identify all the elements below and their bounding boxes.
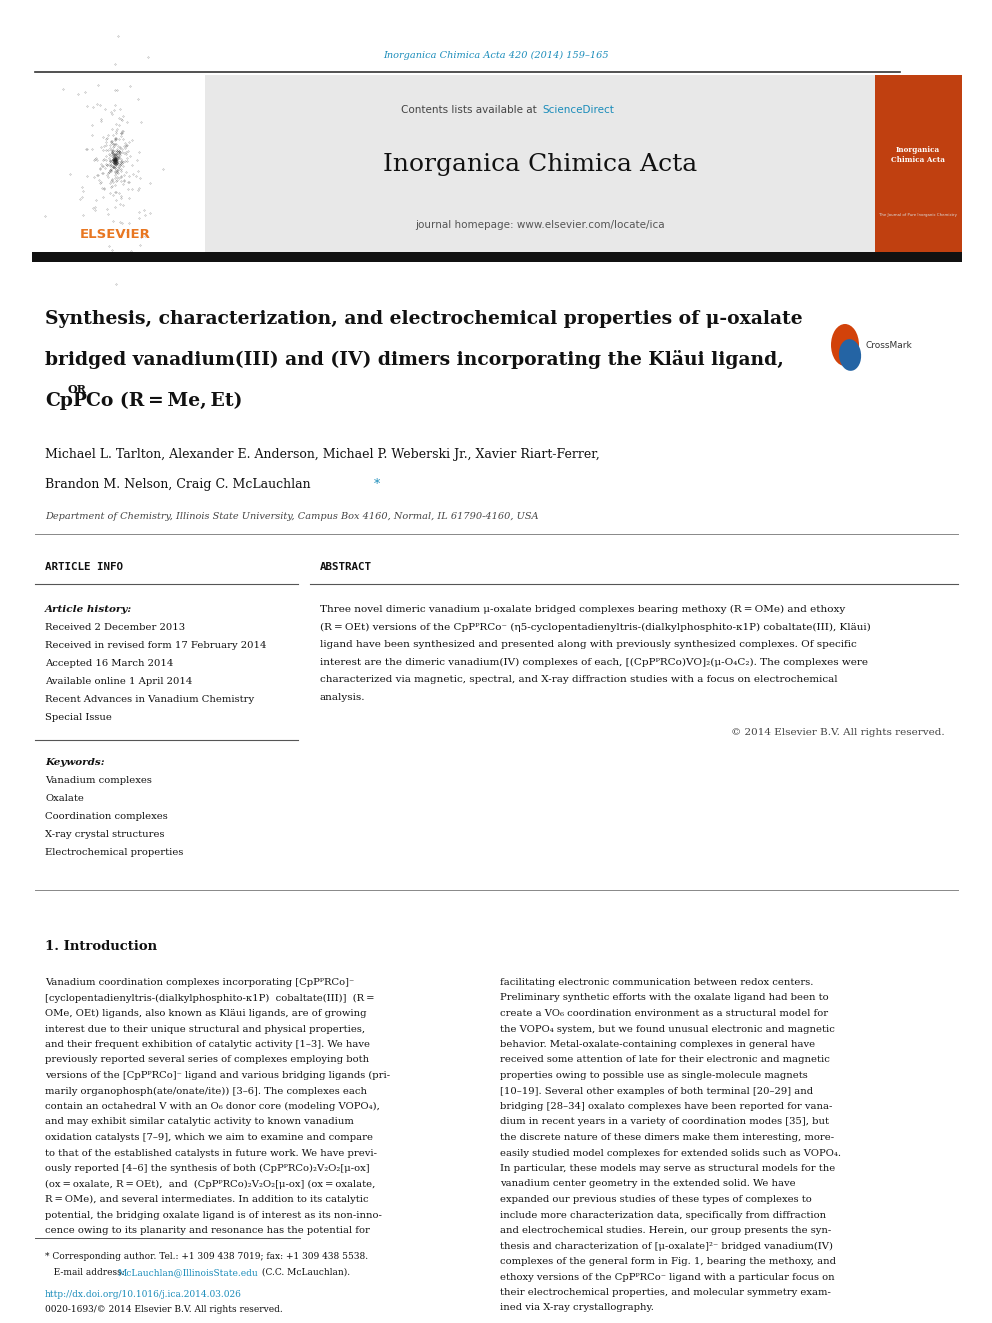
Text: Accepted 16 March 2014: Accepted 16 March 2014 (45, 659, 174, 668)
Text: ELSEVIER: ELSEVIER (79, 229, 151, 242)
Text: Michael L. Tarlton, Alexander E. Anderson, Michael P. Weberski Jr., Xavier Riart: Michael L. Tarlton, Alexander E. Anderso… (45, 448, 600, 460)
Text: interest due to their unique structural and physical properties,: interest due to their unique structural … (45, 1024, 365, 1033)
Text: Coordination complexes: Coordination complexes (45, 812, 168, 822)
Text: thesis and characterization of [μ-oxalate]²⁻ bridged vanadium(IV): thesis and characterization of [μ-oxalat… (500, 1241, 833, 1250)
Text: the VOPO₄ system, but we found unusual electronic and magnetic: the VOPO₄ system, but we found unusual e… (500, 1024, 835, 1033)
Text: ligand have been synthesized and presented along with previously synthesized com: ligand have been synthesized and present… (320, 640, 857, 650)
Text: bridged vanadium(III) and (IV) dimers incorporating the Kläui ligand,: bridged vanadium(III) and (IV) dimers in… (45, 351, 784, 369)
Text: * Corresponding author. Tel.: +1 309 438 7019; fax: +1 309 438 5538.: * Corresponding author. Tel.: +1 309 438… (45, 1252, 368, 1261)
Text: ethoxy versions of the CpPᴾRCo⁻ ligand with a particular focus on: ethoxy versions of the CpPᴾRCo⁻ ligand w… (500, 1273, 834, 1282)
Text: the discrete nature of these dimers make them interesting, more-: the discrete nature of these dimers make… (500, 1132, 834, 1142)
Text: previously reported several series of complexes employing both: previously reported several series of co… (45, 1056, 369, 1065)
Text: Vanadium complexes: Vanadium complexes (45, 777, 152, 785)
Text: create a VO₆ coordination environment as a structural model for: create a VO₆ coordination environment as… (500, 1009, 828, 1017)
Text: dium in recent years in a variety of coordination modes [35], but: dium in recent years in a variety of coo… (500, 1118, 829, 1126)
Text: Inorganica Chimica Acta: Inorganica Chimica Acta (383, 153, 697, 176)
Text: © 2014 Elsevier B.V. All rights reserved.: © 2014 Elsevier B.V. All rights reserved… (731, 728, 945, 737)
Text: include more characterization data, specifically from diffraction: include more characterization data, spec… (500, 1211, 826, 1220)
Text: Vanadium coordination complexes incorporating [CpPᴾRCo]⁻: Vanadium coordination complexes incorpor… (45, 978, 354, 987)
Text: versions of the [CpPᴾRCo]⁻ ligand and various bridging ligands (pri-: versions of the [CpPᴾRCo]⁻ ligand and va… (45, 1072, 390, 1080)
Text: Synthesis, characterization, and electrochemical properties of μ-oxalate: Synthesis, characterization, and electro… (45, 310, 803, 328)
Text: Special Issue: Special Issue (45, 713, 112, 722)
Text: (ox = oxalate, R = OEt),  and  (CpPᴾRCo)₂V₂O₂[μ-ox] (ox = oxalate,: (ox = oxalate, R = OEt), and (CpPᴾRCo)₂V… (45, 1180, 375, 1188)
Text: Co (R = Me, Et): Co (R = Me, Et) (86, 392, 242, 410)
Text: http://dx.doi.org/10.1016/j.ica.2014.03.026: http://dx.doi.org/10.1016/j.ica.2014.03.… (45, 1290, 242, 1299)
Text: McLauchlan@IllinoisState.edu: McLauchlan@IllinoisState.edu (117, 1267, 258, 1277)
Ellipse shape (831, 324, 859, 366)
Text: CpP: CpP (45, 392, 87, 410)
Text: *: * (370, 478, 380, 491)
Text: R = OMe), and several intermediates. In addition to its catalytic: R = OMe), and several intermediates. In … (45, 1195, 369, 1204)
Text: bridging [28–34] oxalato complexes have been reported for vana-: bridging [28–34] oxalato complexes have … (500, 1102, 832, 1111)
Text: Available online 1 April 2014: Available online 1 April 2014 (45, 677, 192, 687)
Text: E-mail address:: E-mail address: (45, 1267, 128, 1277)
Text: X-ray crystal structures: X-ray crystal structures (45, 830, 165, 839)
Text: Recent Advances in Vanadium Chemistry: Recent Advances in Vanadium Chemistry (45, 695, 254, 704)
Text: their electrochemical properties, and molecular symmetry exam-: their electrochemical properties, and mo… (500, 1289, 831, 1297)
Ellipse shape (839, 339, 861, 370)
Text: easily studied model complexes for extended solids such as VOPO₄.: easily studied model complexes for exten… (500, 1148, 841, 1158)
Text: Electrochemical properties: Electrochemical properties (45, 848, 184, 857)
Text: vanadium center geometry in the extended solid. We have: vanadium center geometry in the extended… (500, 1180, 796, 1188)
Text: Inorganica Chimica Acta 420 (2014) 159–165: Inorganica Chimica Acta 420 (2014) 159–1… (383, 50, 609, 60)
Text: Oxalate: Oxalate (45, 794, 84, 803)
Text: received some attention of late for their electronic and magnetic: received some attention of late for thei… (500, 1056, 830, 1065)
Text: Preliminary synthetic efforts with the oxalate ligand had been to: Preliminary synthetic efforts with the o… (500, 994, 828, 1003)
Bar (32, 251, 962, 262)
Text: The Journal of Pure Inorganic Chemistry: The Journal of Pure Inorganic Chemistry (879, 213, 957, 217)
Text: complexes of the general form in Fig. 1, bearing the methoxy, and: complexes of the general form in Fig. 1,… (500, 1257, 836, 1266)
Text: properties owing to possible use as single-molecule magnets: properties owing to possible use as sing… (500, 1072, 807, 1080)
Text: Contents lists available at: Contents lists available at (401, 105, 540, 115)
Text: (R = OEt) versions of the CpPᴾRCo⁻ (η5-cyclopentadienyltris-(dialkylphosphito-κ1: (R = OEt) versions of the CpPᴾRCo⁻ (η5-c… (320, 623, 871, 631)
Text: [cyclopentadienyltris-(dialkylphosphito-κ1P)  cobaltate(III)]  (R =: [cyclopentadienyltris-(dialkylphosphito-… (45, 994, 375, 1003)
Text: ScienceDirect: ScienceDirect (542, 105, 614, 115)
Text: potential, the bridging oxalate ligand is of interest as its non-inno-: potential, the bridging oxalate ligand i… (45, 1211, 382, 1220)
Bar (32, 75, 202, 261)
Text: characterized via magnetic, spectral, and X-ray diffraction studies with a focus: characterized via magnetic, spectral, an… (320, 675, 837, 684)
Text: Inorganica
Chimica Acta: Inorganica Chimica Acta (891, 147, 945, 164)
Text: Three novel dimeric vanadium μ-oxalate bridged complexes bearing methoxy (R = OM: Three novel dimeric vanadium μ-oxalate b… (320, 605, 845, 614)
Text: OR: OR (68, 384, 87, 396)
Text: Department of Chemistry, Illinois State University, Campus Box 4160, Normal, IL : Department of Chemistry, Illinois State … (45, 512, 539, 521)
Text: ined via X-ray crystallography.: ined via X-ray crystallography. (500, 1303, 654, 1312)
Text: Received in revised form 17 February 2014: Received in revised form 17 February 201… (45, 642, 267, 650)
Text: and electrochemical studies. Herein, our group presents the syn-: and electrochemical studies. Herein, our… (500, 1226, 831, 1234)
Text: OMe, OEt) ligands, also known as Kläui ligands, are of growing: OMe, OEt) ligands, also known as Kläui l… (45, 1009, 366, 1019)
Text: ABSTRACT: ABSTRACT (320, 562, 372, 572)
Text: ARTICLE INFO: ARTICLE INFO (45, 562, 123, 572)
Text: 1. Introduction: 1. Introduction (45, 941, 157, 953)
Text: expanded our previous studies of these types of complexes to: expanded our previous studies of these t… (500, 1195, 811, 1204)
Text: Brandon M. Nelson, Craig C. McLauchlan: Brandon M. Nelson, Craig C. McLauchlan (45, 478, 310, 491)
Text: and their frequent exhibition of catalytic activity [1–3]. We have: and their frequent exhibition of catalyt… (45, 1040, 370, 1049)
Text: In particular, these models may serve as structural models for the: In particular, these models may serve as… (500, 1164, 835, 1174)
Text: ously reported [4–6] the synthesis of both (CpPᴾRCo)₂V₂O₂[μ-ox]: ously reported [4–6] the synthesis of bo… (45, 1164, 370, 1174)
Text: Keywords:: Keywords: (45, 758, 104, 767)
Text: CrossMark: CrossMark (865, 340, 912, 349)
Text: Article history:: Article history: (45, 605, 132, 614)
Text: analysis.: analysis. (320, 692, 365, 701)
Text: contain an octahedral V with an O₆ donor core (modeling VOPO₄),: contain an octahedral V with an O₆ donor… (45, 1102, 380, 1111)
Text: behavior. Metal-oxalate-containing complexes in general have: behavior. Metal-oxalate-containing compl… (500, 1040, 815, 1049)
Text: to that of the established catalysts in future work. We have previ-: to that of the established catalysts in … (45, 1148, 377, 1158)
Text: 0020-1693/© 2014 Elsevier B.V. All rights reserved.: 0020-1693/© 2014 Elsevier B.V. All right… (45, 1304, 283, 1314)
Bar (875, 75, 962, 261)
Text: facilitating electronic communication between redox centers.: facilitating electronic communication be… (500, 978, 813, 987)
Text: [10–19]. Several other examples of both terminal [20–29] and: [10–19]. Several other examples of both … (500, 1086, 813, 1095)
Text: marily organophosph(ate/onate/ite)) [3–6]. The complexes each: marily organophosph(ate/onate/ite)) [3–6… (45, 1086, 367, 1095)
Text: Received 2 December 2013: Received 2 December 2013 (45, 623, 186, 632)
Text: interest are the dimeric vanadium(IV) complexes of each, [(CpPᴾRCo)VO]₂(μ-O₄C₂).: interest are the dimeric vanadium(IV) co… (320, 658, 868, 667)
Text: cence owing to its planarity and resonance has the potential for: cence owing to its planarity and resonan… (45, 1226, 370, 1234)
Text: (C.C. McLauchlan).: (C.C. McLauchlan). (259, 1267, 350, 1277)
Text: oxidation catalysts [7–9], which we aim to examine and compare: oxidation catalysts [7–9], which we aim … (45, 1132, 373, 1142)
Bar (205, 75, 875, 261)
Text: journal homepage: www.elsevier.com/locate/ica: journal homepage: www.elsevier.com/locat… (416, 220, 665, 230)
Text: and may exhibit similar catalytic activity to known vanadium: and may exhibit similar catalytic activi… (45, 1118, 354, 1126)
